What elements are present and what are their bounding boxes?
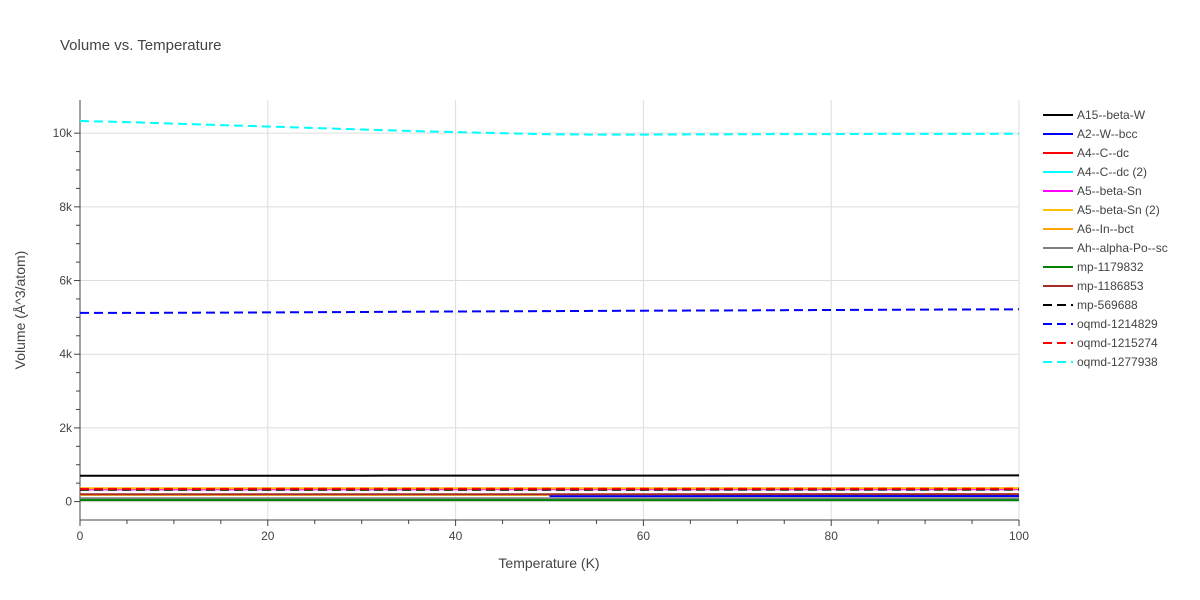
legend-label: A4--C--dc (2) <box>1077 165 1147 179</box>
y-tick-label: 2k <box>59 421 73 435</box>
legend-label: mp-1186853 <box>1077 279 1144 293</box>
legend-item[interactable]: oqmd-1214829 <box>1043 317 1158 331</box>
x-tick-label: 80 <box>825 529 839 543</box>
chart-title: Volume vs. Temperature <box>60 37 221 54</box>
series-line-oqmd-1214829 <box>79 308 1020 314</box>
legend-label: A6--In--bct <box>1077 222 1134 236</box>
legend-label: oqmd-1277938 <box>1077 355 1158 369</box>
legend-item[interactable]: mp-1186853 <box>1043 279 1144 293</box>
legend-item[interactable]: A4--C--dc <box>1043 146 1129 160</box>
legend-label: A4--C--dc <box>1077 146 1129 160</box>
legend-label: A15--beta-W <box>1077 108 1146 122</box>
legend-item[interactable]: A15--beta-W <box>1043 108 1146 122</box>
plot-area <box>79 120 1020 502</box>
legend-label: A5--beta-Sn <box>1077 184 1142 198</box>
legend-label: oqmd-1215274 <box>1077 336 1158 350</box>
x-tick-label: 0 <box>77 529 84 543</box>
y-tick-label: 6k <box>59 274 73 288</box>
legend-label: mp-569688 <box>1077 298 1138 312</box>
x-axis-label: Temperature (K) <box>498 555 599 571</box>
legend-label: Ah--alpha-Po--sc <box>1077 241 1168 255</box>
legend-label: A5--beta-Sn (2) <box>1077 203 1160 217</box>
y-tick-label: 8k <box>59 200 73 214</box>
legend-item[interactable]: Ah--alpha-Po--sc <box>1043 241 1168 255</box>
x-tick-label: 40 <box>449 529 463 543</box>
y-ticks: 0 2k 4k 6k 8k 10k <box>53 126 73 508</box>
legend-label: mp-1179832 <box>1077 260 1144 274</box>
x-ticks: 0 20 40 60 80 100 <box>77 529 1030 543</box>
x-tick-label: 100 <box>1009 529 1029 543</box>
x-tick-label: 60 <box>637 529 651 543</box>
legend-label: A2--W--bcc <box>1077 127 1137 141</box>
series-line-oqmd-1277938 <box>79 120 1020 136</box>
x-tick-label: 20 <box>261 529 275 543</box>
legend-item[interactable]: A5--beta-Sn <box>1043 184 1142 198</box>
legend[interactable]: A15--beta-W A2--W--bcc A4--C--dc A4--C--dc … <box>1043 108 1168 369</box>
axes <box>74 100 1020 526</box>
legend-item[interactable]: A4--C--dc (2) <box>1043 165 1147 179</box>
legend-item[interactable]: mp-569688 <box>1043 298 1138 312</box>
legend-item[interactable]: A5--beta-Sn (2) <box>1043 203 1160 217</box>
legend-item[interactable]: A2--W--bcc <box>1043 127 1137 141</box>
y-tick-label: 0 <box>65 495 72 509</box>
y-tick-label: 10k <box>53 126 73 140</box>
y-tick-label: 4k <box>59 347 73 361</box>
legend-item[interactable]: oqmd-1277938 <box>1043 355 1158 369</box>
legend-label: oqmd-1214829 <box>1077 317 1158 331</box>
legend-item[interactable]: mp-1179832 <box>1043 260 1144 274</box>
legend-item[interactable]: A6--In--bct <box>1043 222 1134 236</box>
y-axis-label: Volume (Å^3/atom) <box>12 251 28 370</box>
legend-item[interactable]: oqmd-1215274 <box>1043 336 1158 350</box>
